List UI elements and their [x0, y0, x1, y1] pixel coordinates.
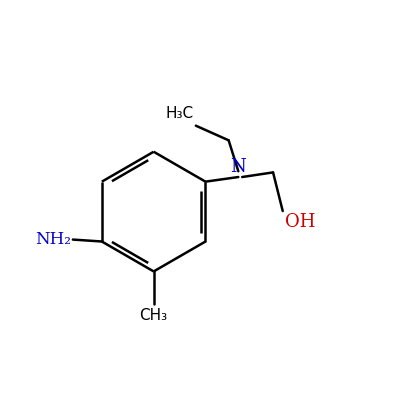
- Text: H₃C: H₃C: [166, 106, 194, 121]
- Text: NH₂: NH₂: [35, 231, 71, 248]
- Text: CH₃: CH₃: [140, 308, 168, 323]
- Text: N: N: [230, 158, 246, 176]
- Text: OH: OH: [285, 213, 315, 231]
